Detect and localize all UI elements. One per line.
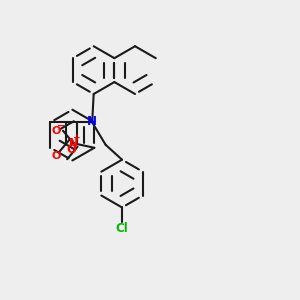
Text: O: O — [52, 151, 61, 161]
Text: +: + — [73, 134, 81, 142]
Text: O: O — [52, 126, 61, 136]
Text: O: O — [66, 143, 76, 156]
Text: N: N — [87, 115, 97, 128]
Text: N: N — [68, 138, 78, 148]
Text: Cl: Cl — [116, 222, 128, 235]
Text: −: − — [57, 120, 66, 130]
